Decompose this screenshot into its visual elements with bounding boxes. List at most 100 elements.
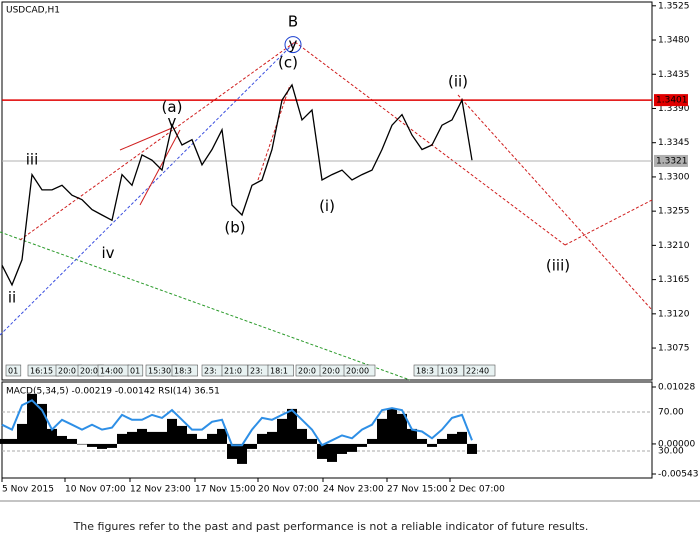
y-tick-label: 1.3120	[658, 309, 690, 319]
wave-circle	[284, 36, 302, 54]
x-tick-label: 2 Dec 07:00	[450, 485, 505, 495]
time-marker: 22:40	[466, 367, 489, 376]
macd-bar	[327, 443, 337, 462]
trend-line	[0, 41, 296, 336]
y-tick-label: 1.3390	[658, 104, 690, 114]
wave-label: v	[168, 113, 177, 131]
trend-lines	[0, 41, 653, 381]
macd-bar	[417, 438, 427, 444]
macd-bar	[407, 428, 417, 444]
x-tick-label: 24 Nov 23:00	[323, 485, 384, 495]
trend-line	[457, 94, 653, 311]
macd-bar	[187, 433, 197, 444]
macd-bar	[337, 443, 347, 454]
indicator-title: MACD(5,34,5) -0.00219 -0.00142 RSI(14) 3…	[6, 387, 220, 397]
rsi-line	[1, 399, 473, 447]
wave-label: y	[289, 35, 298, 53]
y-tick-label: 70.00	[658, 408, 684, 418]
macd-bar	[267, 431, 277, 444]
macd-bar	[197, 438, 207, 444]
trend-line	[564, 199, 653, 246]
macd-bar	[227, 443, 237, 459]
disclaimer: The figures refer to the past and past p…	[73, 520, 589, 533]
macd-bar	[447, 433, 457, 444]
y-tick-label: 30.00	[658, 447, 684, 457]
time-marker: 1:03	[440, 367, 458, 376]
time-marker: 16:15	[30, 367, 53, 376]
time-marker-box	[437, 364, 464, 377]
macd-bar	[437, 438, 447, 444]
macd-bar	[17, 423, 27, 444]
time-marker: 21:0	[224, 367, 242, 376]
wave-label: iv	[101, 244, 114, 262]
macd-bar	[247, 443, 257, 449]
y2-tick-label: 0.01028	[658, 382, 695, 392]
time-marker: 15:30	[148, 367, 171, 376]
x-tick-label: 20 Nov 07:00	[258, 485, 319, 495]
wave-label: iii	[26, 151, 39, 169]
macd-bar	[277, 418, 287, 444]
macd-bar	[137, 428, 147, 444]
time-marker-box	[5, 364, 22, 377]
macd-bar	[397, 413, 407, 444]
time-marker-box	[127, 364, 144, 377]
time-marker: 20:0	[80, 367, 98, 376]
macd-bar	[347, 443, 357, 452]
trend-line	[257, 84, 291, 181]
time-marker: 01	[130, 367, 140, 376]
price-line	[1, 83, 473, 287]
level-label: 1.3401	[656, 96, 688, 106]
macd-bar	[297, 428, 307, 444]
y-tick-label: 1.3075	[658, 344, 690, 354]
level-box	[654, 94, 688, 107]
macd-bar	[217, 428, 227, 444]
macd-bar	[47, 428, 57, 444]
time-marker: 18:3	[416, 367, 434, 376]
x-tick-label: 17 Nov 15:00	[195, 485, 256, 495]
time-marker: 23:	[250, 367, 263, 376]
x-tick-label: 5 Nov 2015	[2, 485, 54, 495]
macd-bar	[457, 431, 467, 444]
x-tick-label: 12 Nov 23:00	[130, 485, 191, 495]
y-tick-label: 1.3165	[658, 275, 690, 285]
trend-line	[0, 231, 411, 381]
time-marker: 20:0	[298, 367, 316, 376]
y-tick-label: 1.3480	[658, 36, 690, 46]
wave-label: (ii)	[448, 72, 468, 90]
macd-bar	[37, 403, 47, 444]
time-marker: 01	[8, 367, 18, 376]
level-label: 1.3321	[656, 156, 688, 166]
time-marker-box	[343, 364, 376, 377]
macd-bar	[207, 433, 217, 444]
macd-bar	[357, 443, 367, 447]
macd-bar	[377, 418, 387, 444]
time-marker-box	[267, 364, 294, 377]
macd-bar	[177, 425, 187, 444]
wave-label: (i)	[319, 197, 335, 215]
time-marker: 20:00	[346, 367, 369, 376]
y-tick-label: 1.3345	[658, 138, 690, 148]
macd-bar	[387, 408, 397, 444]
time-marker: 18:1	[270, 367, 288, 376]
wave-label: (a)	[162, 98, 183, 116]
time-marker: 20:0	[322, 367, 340, 376]
x-tick-label: 27 Nov 15:00	[387, 485, 448, 495]
macd-bar	[467, 443, 477, 454]
y2-tick-label: -0.00543	[658, 470, 698, 480]
macd-bar	[157, 431, 167, 444]
macd-bar	[27, 393, 37, 444]
time-marker-box	[221, 364, 248, 377]
macd-bar	[87, 443, 97, 447]
macd-bar	[307, 438, 317, 444]
y-tick-label: 1.3435	[658, 70, 690, 80]
macd-bar	[97, 443, 107, 449]
wave-label: B	[288, 12, 298, 30]
time-marker: 20:0	[58, 367, 76, 376]
macd-bar	[287, 408, 297, 444]
macd-bar	[167, 418, 177, 444]
time-marker: 14:00	[100, 367, 123, 376]
time-marker: 23:	[204, 367, 217, 376]
macd-bar	[317, 443, 327, 459]
trend-line	[19, 41, 296, 241]
